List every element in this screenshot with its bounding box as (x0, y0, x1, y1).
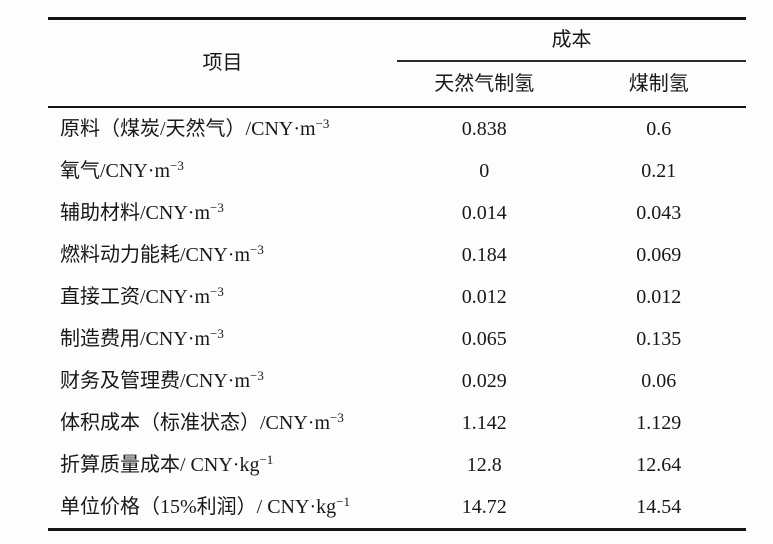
row-label: 直接工资/CNY·m−3 (48, 276, 397, 318)
row-value-natural-gas: 0.065 (461, 328, 507, 350)
row-label-text: 直接工资/CNY·m (60, 286, 210, 308)
table-row: 直接工资/CNY·m−3 0.012 0.012 (48, 276, 746, 318)
row-label-text: 单位价格（15%利润）/ CNY·kg (60, 496, 337, 518)
header-col-coal: 煤制氢 (571, 61, 746, 108)
unit-exponent: −3 (330, 410, 344, 425)
row-value-natural-gas: 1.142 (461, 412, 507, 434)
table-header: 项目 成本 天然气制氢 煤制氢 (48, 18, 746, 108)
unit-exponent: −3 (210, 284, 224, 299)
unit-exponent: −3 (170, 158, 184, 173)
unit-exponent: −1 (259, 452, 274, 467)
row-label: 财务及管理费/CNY·m−3 (48, 360, 397, 402)
table-row: 财务及管理费/CNY·m−3 0.029 0.06 (48, 360, 746, 402)
row-value-coal: 0.043 (636, 202, 682, 224)
table-row: 原料（煤炭/天然气）/CNY·m−3 0.838 0.6 (48, 107, 746, 150)
row-value-coal: 0.012 (636, 286, 682, 308)
row-value-natural-gas: 14.72 (461, 496, 507, 518)
row-label-text: 体积成本（标准状态）/CNY·m (60, 412, 330, 434)
header-cost-group: 成本 (397, 18, 746, 62)
row-label: 折算质量成本/ CNY·kg−1 (48, 444, 397, 486)
table-body: 原料（煤炭/天然气）/CNY·m−3 0.838 0.6 氧气/CNY·m−3 … (48, 107, 746, 530)
header-col-natural-gas: 天然气制氢 (397, 61, 572, 108)
row-label: 原料（煤炭/天然气）/CNY·m−3 (48, 107, 397, 150)
row-label: 燃料动力能耗/CNY·m−3 (48, 234, 397, 276)
cost-comparison-table: 项目 成本 天然气制氢 煤制氢 原料（煤炭/天然气）/CNY·m−3 0.838… (48, 17, 746, 531)
row-label: 单位价格（15%利润）/ CNY·kg−1 (48, 486, 397, 530)
row-label-text: 原料（煤炭/天然气）/CNY·m (60, 118, 316, 140)
unit-exponent: −3 (250, 368, 264, 383)
row-value-coal: 0.135 (636, 328, 682, 350)
row-value-coal: 14.54 (636, 496, 682, 518)
row-value-natural-gas: 0.029 (461, 370, 507, 392)
row-value-coal: 0.06 (641, 370, 677, 392)
row-label-text: 燃料动力能耗/CNY·m (60, 244, 250, 266)
table-row: 燃料动力能耗/CNY·m−3 0.184 0.069 (48, 234, 746, 276)
row-value-natural-gas: 0.014 (461, 202, 507, 224)
row-label-text: 氧气/CNY·m (60, 160, 170, 182)
table-row: 单位价格（15%利润）/ CNY·kg−1 14.72 14.54 (48, 486, 746, 530)
row-label-text: 辅助材料/CNY·m (60, 202, 210, 224)
row-label: 体积成本（标准状态）/CNY·m−3 (48, 402, 397, 444)
row-label: 氧气/CNY·m−3 (48, 150, 397, 192)
unit-exponent: −3 (210, 200, 224, 215)
row-value-coal: 12.64 (636, 454, 682, 476)
row-label: 辅助材料/CNY·m−3 (48, 192, 397, 234)
row-label: 制造费用/CNY·m−3 (48, 318, 397, 360)
row-label-text: 财务及管理费/CNY·m (60, 370, 250, 392)
row-value-coal: 0.21 (641, 160, 677, 182)
row-value-coal: 1.129 (636, 412, 682, 434)
table-row: 制造费用/CNY·m−3 0.065 0.135 (48, 318, 746, 360)
row-value-natural-gas: 0.184 (461, 244, 507, 266)
row-value-natural-gas: 0.012 (461, 286, 507, 308)
table-row: 辅助材料/CNY·m−3 0.014 0.043 (48, 192, 746, 234)
row-value-coal: 0.6 (646, 118, 672, 140)
header-item: 项目 (48, 18, 397, 108)
row-value-natural-gas: 0 (479, 160, 490, 182)
table-row: 体积成本（标准状态）/CNY·m−3 1.142 1.129 (48, 402, 746, 444)
row-value-coal: 0.069 (636, 244, 682, 266)
table-row: 氧气/CNY·m−3 0 0.21 (48, 150, 746, 192)
unit-exponent: −3 (250, 242, 264, 257)
row-value-natural-gas: 12.8 (466, 454, 502, 476)
unit-exponent: −3 (315, 116, 330, 131)
row-label-text: 制造费用/CNY·m (60, 328, 210, 350)
unit-exponent: −3 (210, 326, 224, 341)
table-row: 折算质量成本/ CNY·kg−1 12.8 12.64 (48, 444, 746, 486)
row-value-natural-gas: 0.838 (461, 118, 507, 140)
row-label-text: 折算质量成本/ CNY·kg (60, 454, 260, 476)
unit-exponent: −1 (336, 494, 350, 509)
